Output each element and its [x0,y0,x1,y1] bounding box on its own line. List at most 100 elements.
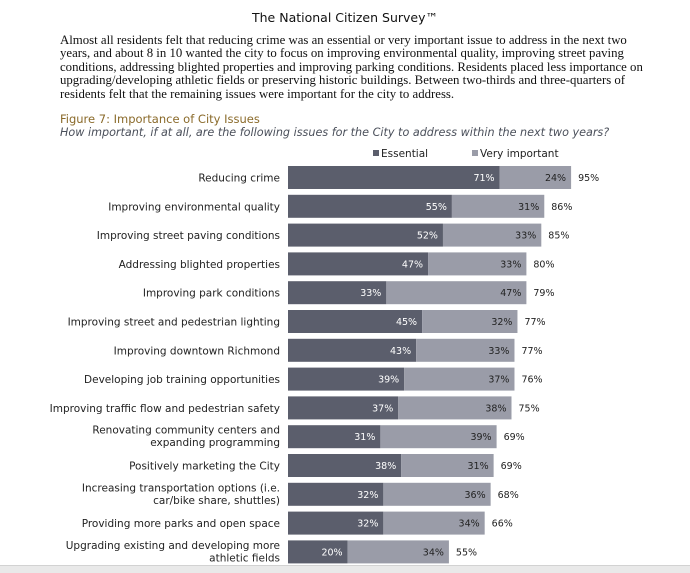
value-label-total: 55% [456,547,477,558]
value-label-very-important: 31% [467,461,488,472]
bar-row: Providing more parks and open space 32% 34… [82,511,513,535]
value-label-very-important: 38% [485,403,506,414]
bar-row: Increasing transportation options (i.e. c… [82,482,519,507]
bar-very-important [347,540,449,564]
bar-essential [288,338,417,362]
chart-legend: Essential Very important [373,148,559,160]
category-label: Renovating community centers and expandin… [92,425,280,450]
category-label: Improving park conditions [143,288,280,300]
category-label: Reducing crime [198,173,280,185]
bar-row: Addressing blighted properties 47% 33% 80% [119,252,555,276]
category-label: Improving traffic flow and pedestrian sa… [50,403,280,415]
bar-very-important [416,338,515,362]
value-label-total: 77% [524,317,545,328]
value-label-very-important: 37% [488,375,509,386]
category-label-line: Renovating community centers and [92,425,280,437]
figure-title: Figure 7: Importance of City Issues [60,112,260,126]
category-label-line: Increasing transportation options (i.e. [82,482,280,494]
bar-very-important [451,194,545,218]
bar-essential [288,482,384,506]
bar-row: Reducing crime 71% 24% 95% [198,166,599,189]
bar-row: Developing job training opportunities 39%… [84,367,543,391]
bar-essential [288,367,405,391]
category-label: Improving street paving conditions [97,230,280,242]
value-label-very-important: 39% [470,432,491,443]
value-label-total: 76% [521,375,542,386]
value-label-total: 75% [519,403,540,414]
legend-swatch-essential [373,150,379,156]
bar-row: Improving environmental quality 55% 31% 86% [108,194,572,218]
bar-very-important [398,396,512,420]
value-label-total: 77% [521,346,542,357]
value-label-total: 85% [548,231,569,242]
bar-essential [288,166,500,189]
value-label-total: 69% [504,432,525,443]
value-label-essential: 38% [375,461,396,472]
bar-essential [288,540,348,564]
value-label-total: 79% [533,288,554,299]
category-label-line: Upgrading existing and developing more [66,540,280,552]
bar-very-important [499,166,572,189]
value-label-very-important: 33% [500,259,521,270]
figure-subtitle: How important, if at all, are the follow… [60,126,610,139]
bar-very-important [442,223,542,247]
category-label: Improving downtown Richmond [114,345,280,357]
bar-essential [288,396,399,420]
page-header: The National Citizen Survey™ [252,10,438,25]
legend-label-very-important: Very important [480,148,559,160]
category-label: Providing more parks and open space [82,518,280,530]
bar-very-important [428,252,527,276]
value-label-essential: 33% [360,288,381,299]
value-label-very-important: 33% [515,231,536,242]
value-label-essential: 32% [357,519,378,530]
value-label-essential: 20% [321,547,342,558]
bar-very-important [422,310,518,333]
value-label-essential: 71% [473,173,494,184]
value-label-total: 69% [501,461,522,472]
bar-essential [288,310,423,333]
value-label-total: 66% [492,519,513,530]
bar-essential [288,223,443,247]
bar-essential [288,252,429,276]
category-label: Increasing transportation options (i.e. c… [82,482,280,507]
value-label-essential: 39% [378,375,399,386]
bar-essential [288,511,384,535]
value-label-very-important: 34% [423,547,444,558]
value-label-essential: 37% [372,403,393,414]
value-label-essential: 45% [396,317,417,328]
category-label-line: expanding programming [150,437,280,449]
value-label-very-important: 36% [465,490,486,501]
bar-very-important [380,425,497,449]
category-label: Improving environmental quality [108,201,280,213]
value-label-total: 80% [533,259,554,270]
bar-row: Upgrading existing and developing more at… [66,540,477,565]
bar-very-important [401,454,494,477]
bar-essential [288,425,381,449]
value-label-essential: 32% [357,490,378,501]
bar-very-important [386,281,527,305]
value-label-total: 68% [498,490,519,501]
category-label: Developing job training opportunities [84,374,280,386]
bar-row: Improving street and pedestrian lighting… [68,310,546,333]
value-label-total: 86% [551,202,572,213]
category-label: Upgrading existing and developing more at… [66,540,280,565]
bar-essential [288,454,402,477]
value-label-essential: 43% [390,346,411,357]
category-label-line: car/bike share, shuttles) [153,495,280,507]
value-label-essential: 31% [354,432,375,443]
value-label-very-important: 31% [518,202,539,213]
bar-row: Improving park conditions 33% 47% 79% [143,281,555,305]
value-label-essential: 52% [417,231,438,242]
bar-very-important [383,511,485,535]
value-label-essential: 55% [426,202,447,213]
bar-row: Renovating community centers and expandin… [92,425,524,450]
value-label-very-important: 33% [488,346,509,357]
value-label-very-important: 34% [459,519,480,530]
bar-row: Improving downtown Richmond 43% 33% 77% [114,338,543,362]
value-label-very-important: 32% [491,317,512,328]
bar-row: Improving street paving conditions 52% 33%… [97,223,569,247]
legend-label-essential: Essential [381,148,428,160]
value-label-very-important: 24% [545,173,566,184]
bar-essential [288,194,452,218]
